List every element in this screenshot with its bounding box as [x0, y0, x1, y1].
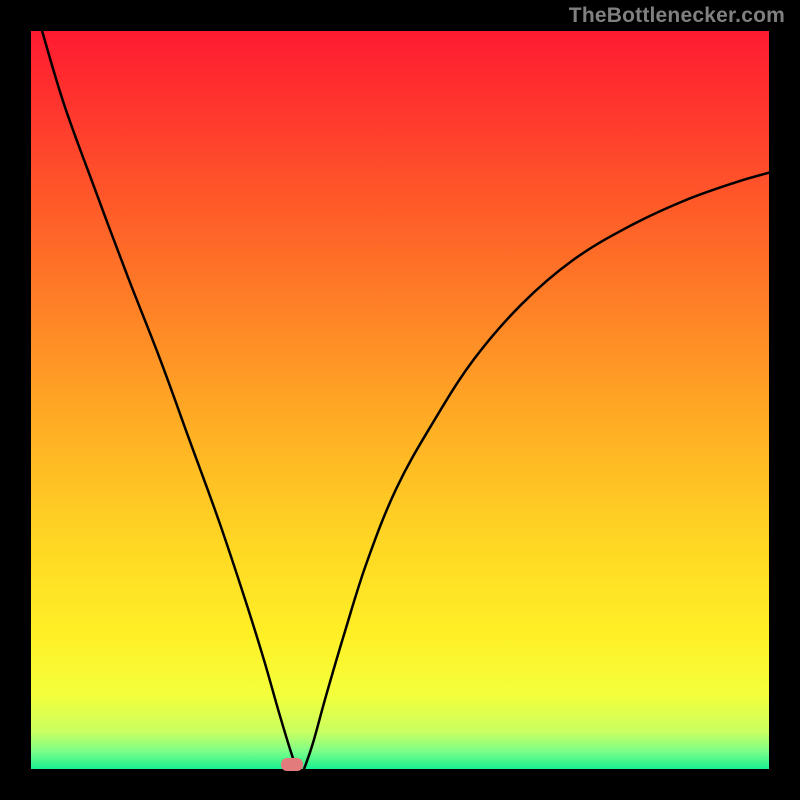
- plot-svg: [31, 31, 769, 769]
- trough-marker: [281, 758, 303, 771]
- plot-background: [31, 31, 769, 769]
- plot-area: [31, 31, 769, 769]
- watermark-text: TheBottlenecker.com: [569, 4, 785, 28]
